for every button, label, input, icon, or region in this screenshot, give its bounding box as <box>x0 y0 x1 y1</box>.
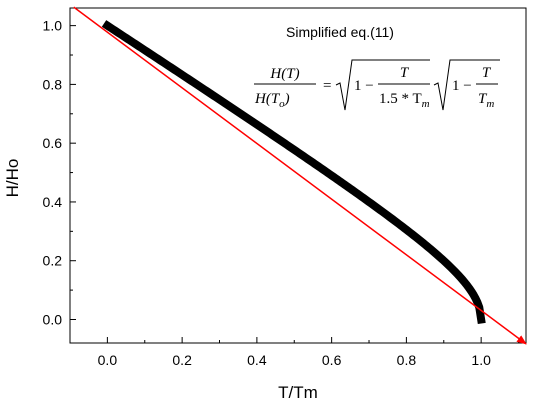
y-tick-label: 1.0 <box>43 18 63 34</box>
y-tick-label: 0.2 <box>43 253 63 269</box>
x-tick-label: 0.8 <box>397 352 417 368</box>
eq-one-minus-2: 1 − <box>452 78 472 94</box>
eq-one-minus-1: 1 − <box>354 78 374 94</box>
eq-term1-denominator: 1.5 * Tm <box>379 91 430 110</box>
eq-equals: = <box>323 78 331 94</box>
y-axis-ticks: 0.0 0.2 0.4 0.6 0.8 1.0 <box>43 18 76 327</box>
equation-annotation: Simplified eq.(11) H(T) H(To) = 1 − T 1.… <box>254 24 500 111</box>
sqrt-sign-1 <box>335 59 430 111</box>
annotation-title: Simplified eq.(11) <box>286 24 394 40</box>
eq-lhs-denominator: H(To) <box>254 91 290 110</box>
y-tick-label: 0.4 <box>43 194 63 210</box>
y-tick-label: 0.0 <box>43 311 63 327</box>
eq-term1-numerator: T <box>400 65 410 81</box>
x-tick-label: 0.0 <box>98 352 118 368</box>
model-curve <box>101 20 486 325</box>
x-tick-label: 0.4 <box>247 352 267 368</box>
x-axis-title: T/Tm <box>278 383 318 402</box>
series-layer <box>73 6 527 345</box>
x-tick-label: 0.6 <box>322 352 342 368</box>
x-tick-label: 0.2 <box>172 352 192 368</box>
y-tick-label: 0.6 <box>43 135 63 151</box>
plot-frame <box>69 7 527 344</box>
y-tick-label: 0.8 <box>43 76 63 92</box>
x-axis-ticks: 0.0 0.2 0.4 0.6 0.8 1.0 <box>69 337 520 368</box>
linear-fit-arrow <box>73 6 527 345</box>
eq-lhs-numerator: H(T) <box>269 66 299 82</box>
eq-term2-denominator: Tm <box>478 91 494 110</box>
sqrt-sign-2 <box>433 59 500 111</box>
x-tick-label: 1.0 <box>471 352 491 368</box>
y-axis-title: H/Ho <box>3 159 22 198</box>
eq-term2-numerator: T <box>482 65 492 81</box>
